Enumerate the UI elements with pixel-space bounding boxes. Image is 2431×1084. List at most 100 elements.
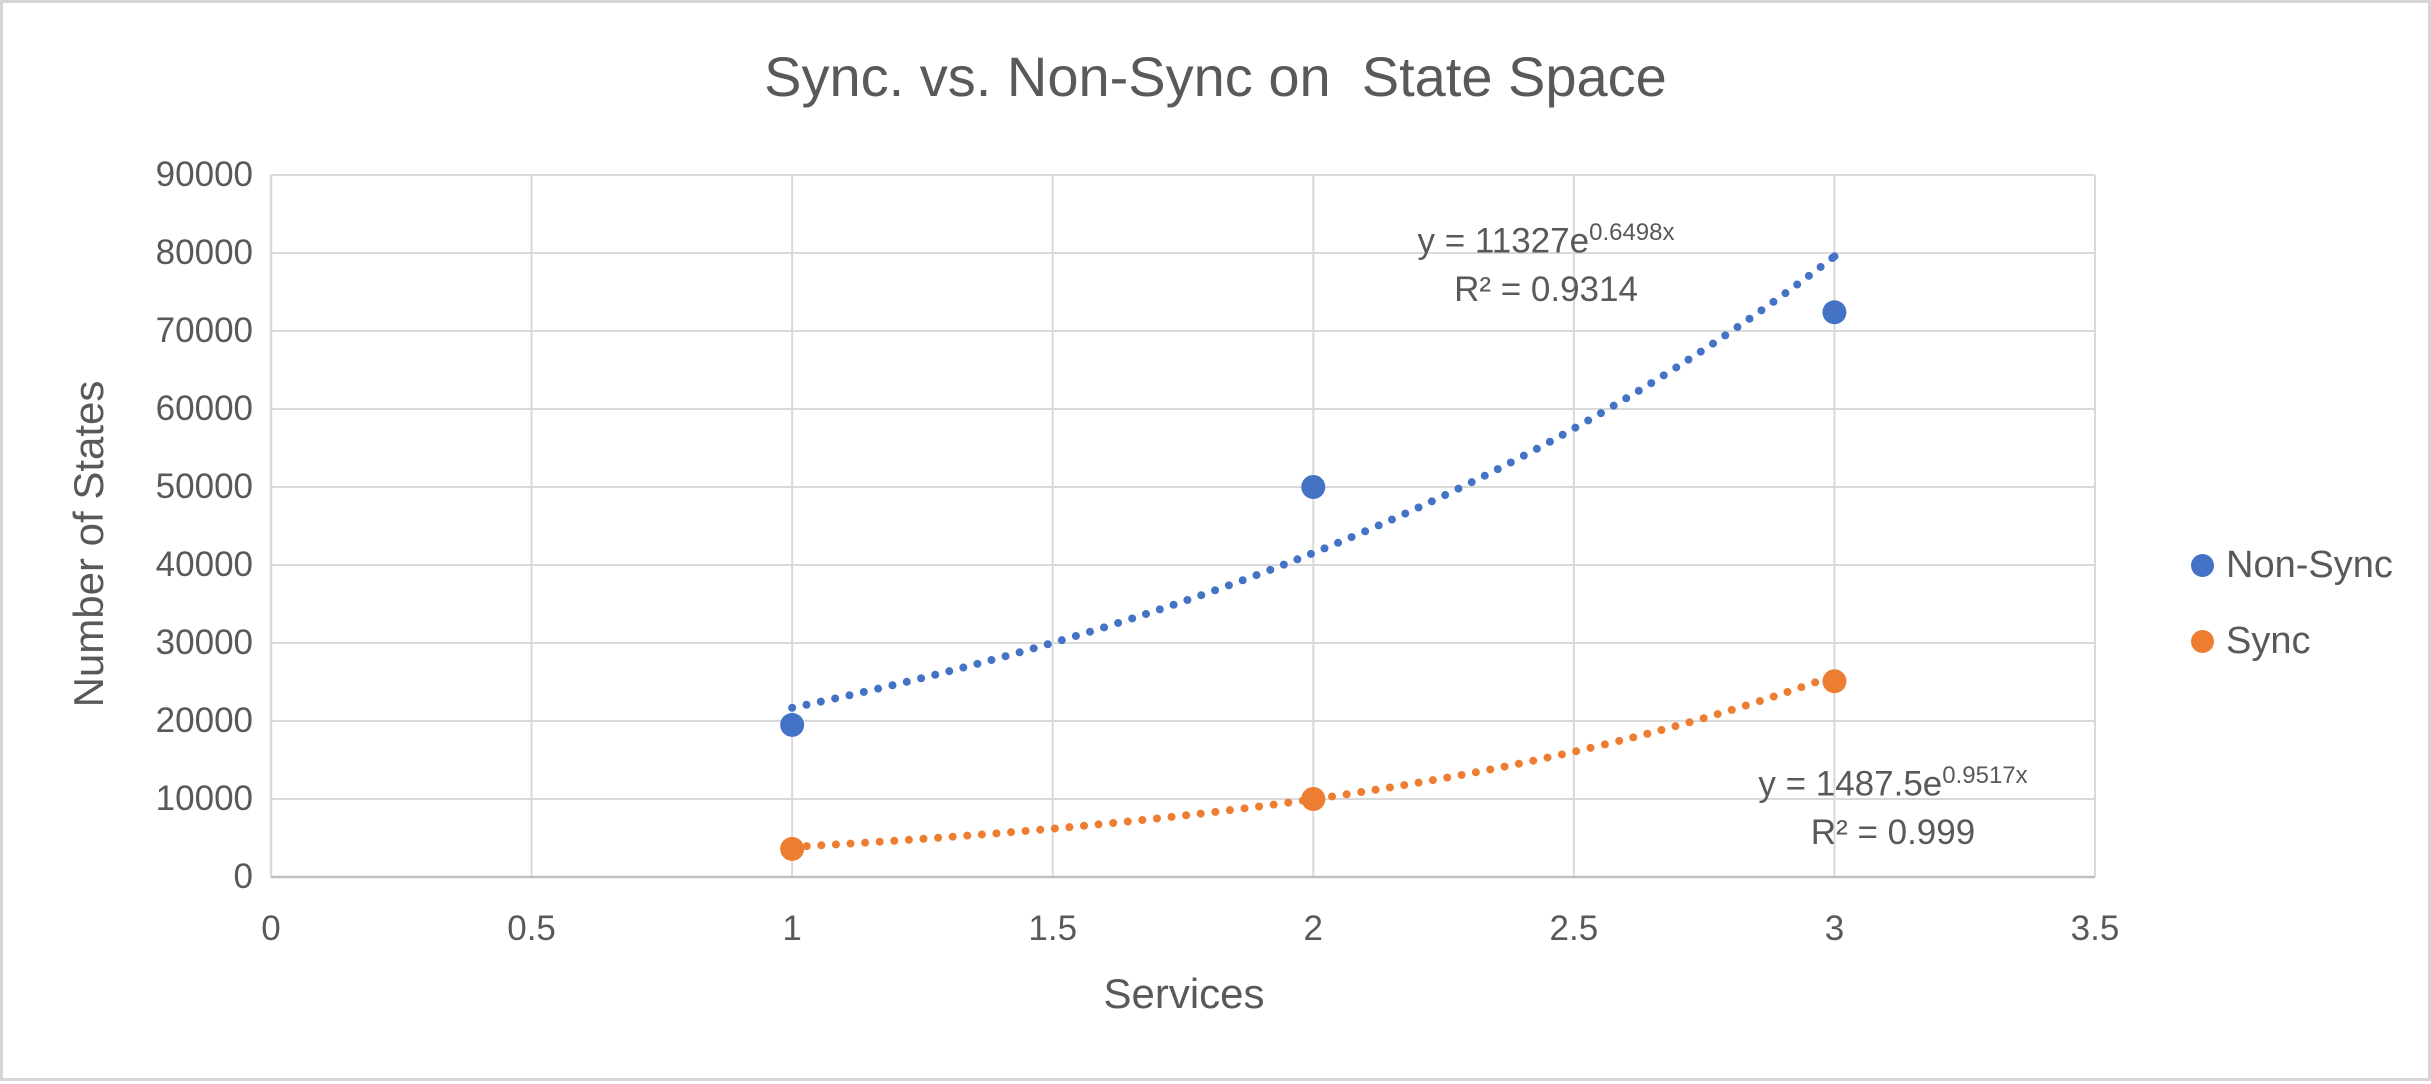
trendline-dot-non-sync xyxy=(1721,331,1730,340)
trendline-dot-sync xyxy=(1471,768,1480,777)
trendline-dot-sync xyxy=(1385,783,1394,792)
trendline-dot-non-sync xyxy=(802,700,811,709)
trendline-dot-non-sync xyxy=(1197,591,1206,600)
legend-marker-sync xyxy=(2191,629,2214,653)
trendline-dot-non-sync xyxy=(1545,437,1554,446)
trendline-equation-sync: y = 1487.5e0.9517x R² = 0.999 xyxy=(1683,752,2103,857)
trendline-dot-sync xyxy=(1123,817,1132,826)
trendline-dot-sync xyxy=(1342,790,1351,799)
trendline-dot-sync xyxy=(1797,683,1806,692)
y-tick-label: 10000 xyxy=(155,779,253,818)
trendline-dot-sync xyxy=(934,833,943,842)
trendline-dot-non-sync xyxy=(1306,549,1315,558)
x-tick-label: 2 xyxy=(1303,909,1324,948)
trendline-dot-non-sync xyxy=(1441,491,1450,500)
trendline-dot-sync xyxy=(1783,687,1792,696)
trendline-dot-non-sync xyxy=(1757,306,1766,315)
trendline-dot-sync xyxy=(802,842,811,851)
trendline-dot-non-sync xyxy=(1414,503,1423,512)
data-point-sync xyxy=(1301,787,1326,811)
trendline-dot-non-sync xyxy=(1128,614,1137,623)
y-tick-label: 60000 xyxy=(155,389,253,428)
trendline-dot-sync xyxy=(1050,824,1059,833)
trendline-dot-non-sync xyxy=(1571,423,1580,432)
trendline-dot-non-sync xyxy=(1361,527,1370,536)
trendline-dot-sync xyxy=(1586,743,1595,752)
x-tick-label: 3 xyxy=(1824,909,1845,948)
trendline-dot-sync xyxy=(1357,788,1366,797)
trendline-dot-sync xyxy=(1182,811,1191,820)
r-squared-non-sync: R² = 0.9314 xyxy=(1454,269,1638,309)
trendline-dot-sync xyxy=(1500,762,1509,771)
trendline-dot-sync xyxy=(919,834,928,843)
trendline-dot-non-sync xyxy=(1830,252,1839,261)
trendline-dot-non-sync xyxy=(959,663,968,672)
trendline-dot-non-sync xyxy=(1709,339,1718,348)
trendline-dot-sync xyxy=(1643,729,1652,738)
x-tick-label: 2.5 xyxy=(1549,909,1599,948)
y-tick-label: 80000 xyxy=(155,233,253,272)
y-tick-label: 90000 xyxy=(155,155,253,194)
trendline-dot-non-sync xyxy=(1647,379,1656,388)
trendline-dot-non-sync xyxy=(1493,465,1502,474)
trendline-dot-non-sync xyxy=(1211,586,1220,595)
trendline-dot-sync xyxy=(1615,736,1624,745)
trendline-dot-non-sync xyxy=(1155,605,1164,614)
trendline-dot-sync xyxy=(1543,753,1552,762)
trendline-dot-non-sync xyxy=(1781,289,1790,298)
trendline-dot-sync xyxy=(1514,759,1523,768)
trendline-dot-non-sync xyxy=(1745,314,1754,323)
trendline-dot-non-sync xyxy=(1622,394,1631,403)
trendline-dot-non-sync xyxy=(902,677,911,686)
trendline-dot-sync xyxy=(1021,826,1030,835)
trendline-dot-non-sync xyxy=(1374,521,1383,530)
trendline-dot-sync xyxy=(1079,821,1088,830)
trendline-dot-non-sync xyxy=(1252,571,1261,580)
trendline-dot-non-sync xyxy=(1334,538,1343,547)
trendline-dot-non-sync xyxy=(1279,560,1288,569)
trendline-dot-non-sync xyxy=(1387,515,1396,524)
trendline-dot-sync xyxy=(1371,785,1380,794)
trendline-dot-sync xyxy=(1713,710,1722,719)
data-point-sync xyxy=(780,836,805,861)
equation-text-sync: y = 1487.5e xyxy=(1758,764,1943,804)
trendline-dot-sync xyxy=(1572,747,1581,756)
legend-label-sync: Sync xyxy=(2226,619,2311,662)
x-tick-label: 0.5 xyxy=(507,909,556,948)
trendline-dot-sync xyxy=(1094,820,1103,829)
trendline-dot-sync xyxy=(1685,718,1694,727)
trendline-dot-sync xyxy=(1152,814,1161,823)
trendline-dot-sync xyxy=(977,830,986,839)
plot-area xyxy=(269,174,2096,879)
trendline-dot-sync xyxy=(904,835,913,844)
y-tick-label: 30000 xyxy=(155,623,253,662)
trendline-dot-non-sync xyxy=(1584,416,1593,425)
trendline-dot-non-sync xyxy=(874,684,883,693)
data-point-sync xyxy=(1822,669,1847,694)
y-tick-label: 20000 xyxy=(155,701,253,740)
trendline-dot-sync xyxy=(1457,770,1466,779)
trendline-dot-non-sync xyxy=(1029,644,1038,653)
trendline-dot-sync xyxy=(1400,781,1409,790)
trendline-dot-sync xyxy=(1138,816,1147,825)
trendline-dot-non-sync xyxy=(1347,533,1356,542)
trendline-dot-non-sync xyxy=(1015,648,1024,657)
trendline-dot-sync xyxy=(1065,823,1074,832)
equation-exponent-non-sync: 0.6498x xyxy=(1589,219,1675,246)
trendline-dot-non-sync xyxy=(1519,451,1528,460)
trendline-dot-non-sync xyxy=(1480,471,1489,480)
trendline-dot-non-sync xyxy=(1141,609,1150,618)
trendline-dot-sync xyxy=(1443,773,1452,782)
trendline-dot-non-sync xyxy=(1114,618,1123,627)
equation-line-sync: y = 1487.5e0.9517x xyxy=(1683,752,2103,809)
trendline-dot-sync xyxy=(890,836,899,845)
trendline-dot-sync xyxy=(1811,678,1820,687)
trendline-dot-non-sync xyxy=(1454,484,1463,493)
x-tick-label: 3.5 xyxy=(2070,909,2120,948)
trendline-dot-sync xyxy=(1036,825,1045,834)
trendline-dot-sync xyxy=(1727,705,1736,714)
data-point-non-sync xyxy=(1301,475,1326,499)
trendline-dot-non-sync xyxy=(987,656,996,665)
trendline-dot-sync xyxy=(1671,722,1680,731)
trendline-dot-non-sync xyxy=(1238,576,1247,585)
